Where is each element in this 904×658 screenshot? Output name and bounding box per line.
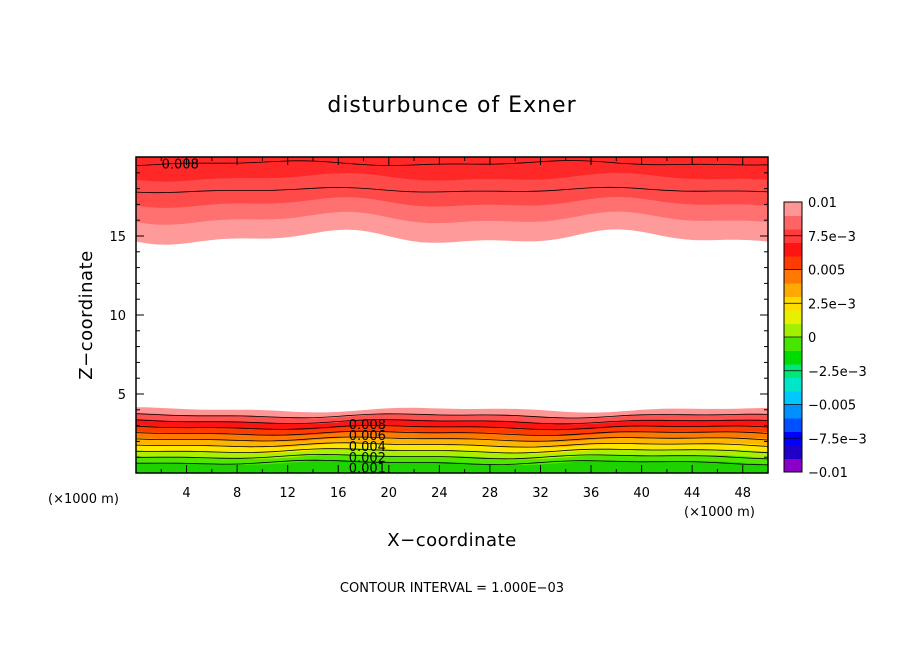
contour-line <box>135 419 769 425</box>
y-tick-label: 15 <box>109 230 126 245</box>
colorbar-segment <box>784 323 802 338</box>
x-tick-label: 40 <box>633 486 650 501</box>
colorbar-segment <box>784 256 802 270</box>
x-tick-label: 8 <box>233 486 241 501</box>
y-tick-labels: 5 10 15 <box>109 230 126 403</box>
x-tick-label: 28 <box>482 486 499 501</box>
colorbar <box>783 201 803 473</box>
contour-label: 0.008 <box>162 157 199 172</box>
colorbar-segment <box>784 269 802 284</box>
colorbar-label: 0 <box>808 331 816 346</box>
colorbar-segment <box>784 445 802 459</box>
colorbar-segment <box>784 350 802 365</box>
colorbar-label: −7.5e−3 <box>808 432 867 447</box>
x-tick-label: 16 <box>330 486 347 501</box>
contour-label: 0.001 <box>349 461 386 476</box>
contour-line <box>135 436 769 442</box>
contour-line <box>135 424 769 431</box>
axis-ticks <box>136 156 769 473</box>
bottom-band <box>136 459 768 473</box>
x-tick-label: 36 <box>583 486 600 501</box>
contour-line <box>135 160 769 166</box>
x-tick-label: 32 <box>532 486 549 501</box>
colorbar-label: 0.01 <box>808 196 837 211</box>
colorbar-labels: 0.01 7.5e−3 0.005 2.5e−3 0 −2.5e−3 −0.005 −7.5e… <box>808 196 867 481</box>
colorbar-segment <box>784 458 802 473</box>
x-axis-title: X−coordinate <box>387 530 516 551</box>
top-band <box>136 157 768 182</box>
contour-label: 0.006 <box>349 429 386 444</box>
contour-label: 0.004 <box>349 440 386 455</box>
chart-title: disturbunce of Exner <box>327 93 576 118</box>
x-tick-label: 4 <box>182 486 190 501</box>
y-tick-label: 5 <box>118 388 126 403</box>
colorbar-segment <box>784 377 802 392</box>
colorbar-segment <box>784 404 802 419</box>
colorbar-segment <box>784 391 802 405</box>
contour-line <box>135 448 769 454</box>
top-bands <box>136 157 768 245</box>
x-tick-label: 24 <box>431 486 448 501</box>
colorbar-label: −0.005 <box>808 399 856 414</box>
y-axis-title: Z−coordinate <box>76 250 97 379</box>
colorbar-segment <box>784 310 802 324</box>
x-tick-label: 20 <box>381 486 398 501</box>
colorbar-segment <box>784 283 802 297</box>
colorbar-label: 0.005 <box>808 264 845 279</box>
colorbar-segment <box>784 337 802 351</box>
x-tick-label: 12 <box>279 486 296 501</box>
contour-lines <box>135 160 769 466</box>
contour-line <box>135 413 769 419</box>
y-tick-label: 10 <box>109 309 126 324</box>
x-unit-right: (×1000 m) <box>684 505 755 520</box>
contour-line <box>135 430 769 436</box>
colorbar-label: −2.5e−3 <box>808 365 867 380</box>
contour-line <box>136 453 769 460</box>
colorbar-segment <box>784 215 802 230</box>
x-unit-left: (×1000 m) <box>48 492 119 507</box>
x-tick-label: 44 <box>684 486 701 501</box>
x-tick-label: 48 <box>734 486 751 501</box>
colorbar-label: 7.5e−3 <box>808 230 856 245</box>
colorbar-label: −0.01 <box>808 466 848 481</box>
colorbar-segment <box>784 202 802 216</box>
colorbar-segment <box>784 418 802 432</box>
x-tick-labels: 4 8 12 16 20 24 28 32 36 40 44 48 <box>182 486 751 501</box>
contour-line <box>136 459 769 466</box>
contour-label: 0.008 <box>349 418 386 433</box>
contour-line <box>135 186 769 194</box>
contour-label: 0.002 <box>349 451 386 466</box>
contour-line <box>135 442 769 448</box>
colorbar-label: 2.5e−3 <box>808 297 856 312</box>
contour-interval-note: CONTOUR INTERVAL = 1.000E−03 <box>340 581 564 596</box>
colorbar-segment <box>784 242 802 257</box>
